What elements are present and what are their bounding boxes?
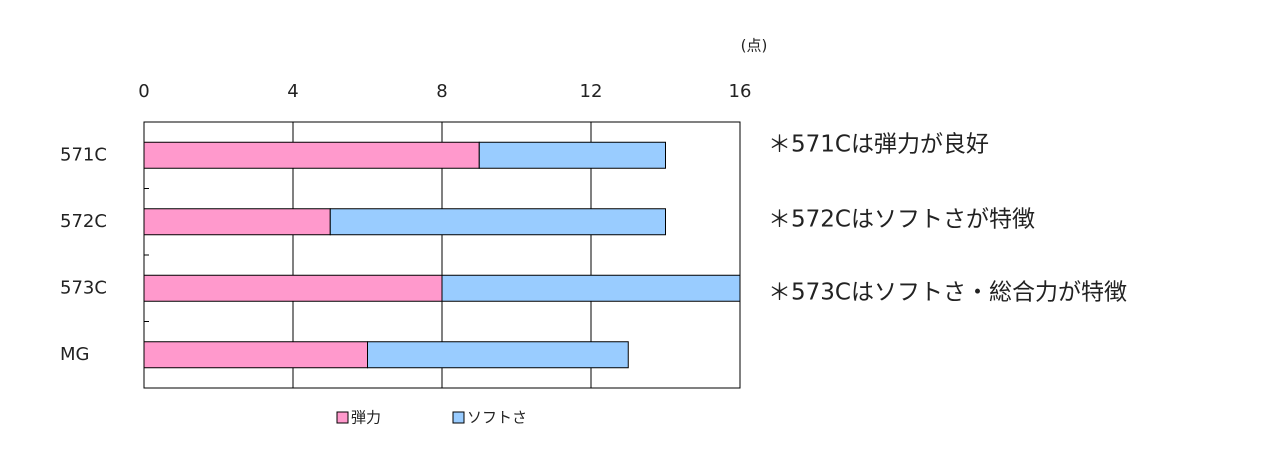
bar	[441, 274, 741, 302]
bar	[143, 141, 480, 169]
bar	[478, 141, 666, 169]
x-tick-label: 0	[138, 81, 149, 102]
x-tick-label: 12	[580, 81, 603, 102]
y-tick-label: MG	[60, 344, 89, 365]
x-tick-label: 8	[436, 81, 447, 102]
bar	[367, 341, 629, 369]
legend-label: ソフトさ	[467, 409, 527, 427]
unit-label: (点)	[741, 37, 768, 55]
legend-label: 弾力	[351, 409, 381, 427]
y-tick-label: 572C	[60, 211, 107, 232]
legend-swatch	[336, 411, 349, 424]
legend-swatch	[452, 411, 465, 424]
x-tick-label: 16	[729, 81, 752, 102]
bar	[143, 208, 331, 236]
bar	[143, 274, 443, 302]
bar	[329, 208, 666, 236]
y-tick-label: 573C	[60, 277, 107, 298]
annotation: ＊573Cはソフトさ・総合力が特徴	[768, 280, 1127, 306]
y-tick-label: 571C	[60, 144, 107, 165]
bar	[143, 341, 368, 369]
annotation: ＊571Cは弾力が良好	[768, 132, 989, 158]
x-tick-label: 4	[287, 81, 298, 102]
annotation: ＊572Cはソフトさが特徴	[768, 207, 1035, 233]
